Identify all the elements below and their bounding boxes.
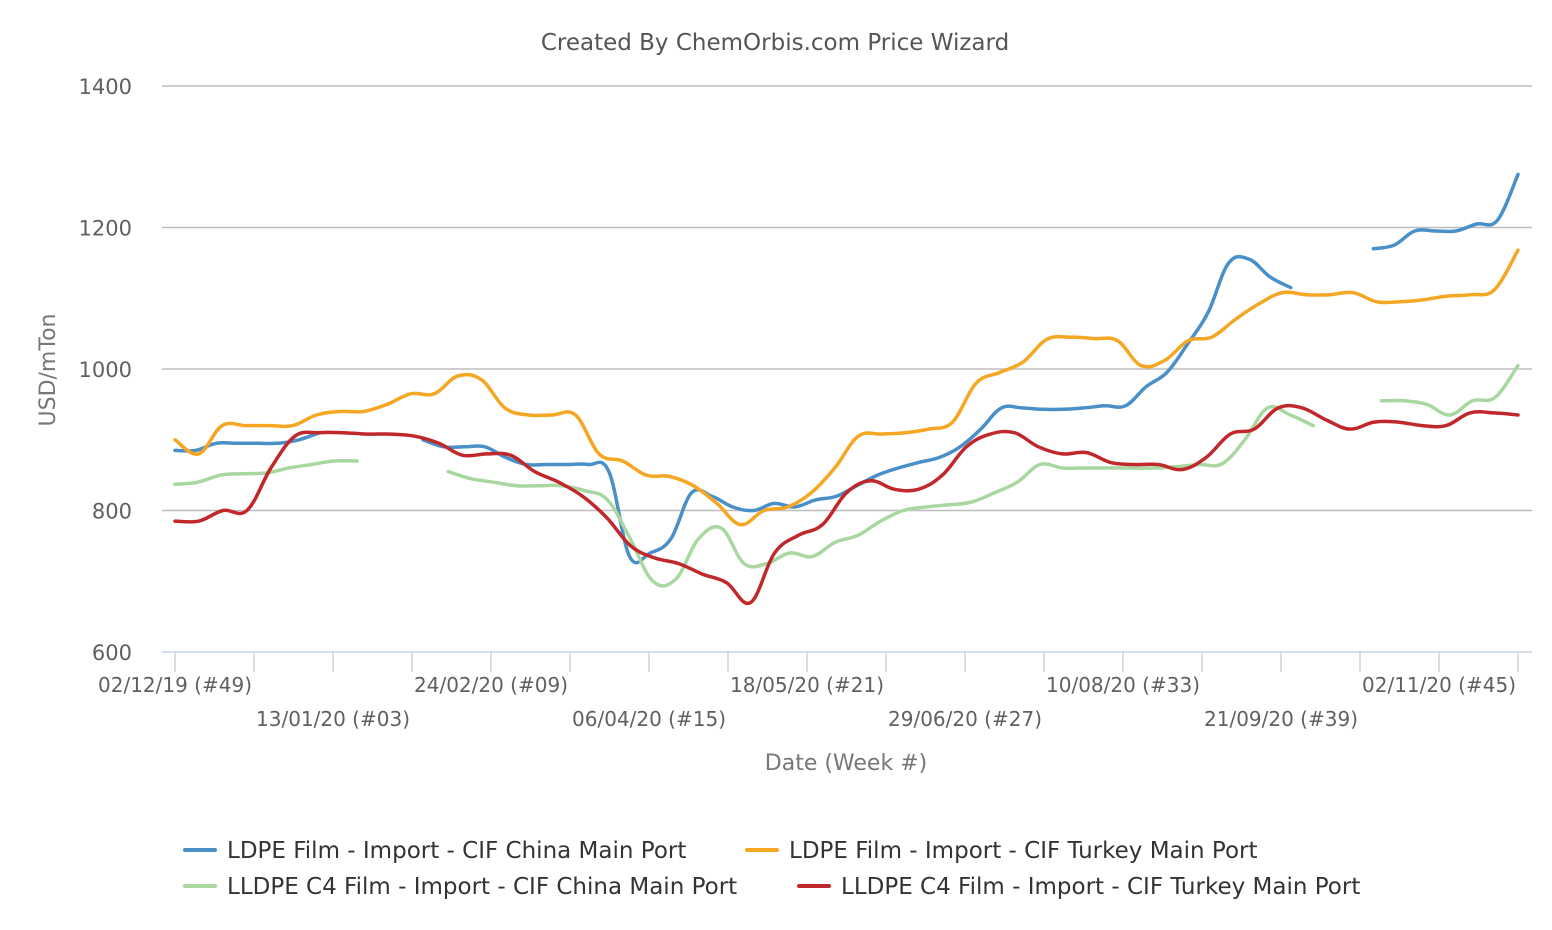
y-tick-label: 1000 [79,358,132,382]
series-line-4 [173,403,1520,606]
y-tick-label: 1400 [79,75,132,99]
legend: LDPE Film - Import - CIF China Main Port… [183,838,1360,900]
series-line-3 [173,458,359,487]
series-line-2 [173,248,1520,527]
x-axis-title: Date (Week #) [765,751,927,776]
x-axis: 02/12/19 (#49)13/01/20 (#03)24/02/20 (#0… [98,652,1519,731]
series-line-1 [1371,172,1520,251]
x-tick-label: 18/05/20 (#21) [730,673,884,697]
x-tick-label: 13/01/20 (#03) [256,707,410,731]
x-tick-label: 02/11/20 (#45) [1362,673,1516,697]
x-tick-label: 06/04/20 (#15) [572,707,726,731]
legend-label: LLDPE C4 Film - Import - CIF Turkey Main… [841,874,1360,900]
gridlines [162,85,1532,512]
x-tick-label: 10/08/20 (#33) [1046,673,1200,697]
legend-label: LDPE Film - Import - CIF Turkey Main Por… [789,838,1258,864]
chart-title: Created By ChemOrbis.com Price Wizard [541,30,1009,56]
series-lines [173,172,1520,606]
y-tick-label: 600 [92,641,132,665]
y-axis-title: USD/mTon [36,314,61,427]
series-line-3 [1379,363,1520,417]
legend-item[interactable]: LDPE Film - Import - CIF China Main Port [183,838,686,864]
legend-item[interactable]: LLDPE C4 Film - Import - CIF Turkey Main… [797,874,1360,900]
series-line-1 [421,254,1293,565]
x-tick-label: 29/06/20 (#27) [888,707,1042,731]
y-tick-label: 1200 [79,217,132,241]
y-axis: 600 800 1000 1200 1400 [79,75,132,665]
legend-item[interactable]: LLDPE C4 Film - Import - CIF China Main … [183,874,737,900]
x-tick-label: 02/12/19 (#49) [98,673,252,697]
x-tick-label: 21/09/20 (#39) [1204,707,1358,731]
legend-label: LDPE Film - Import - CIF China Main Port [227,838,686,864]
series-line-1 [173,430,322,453]
legend-label: LLDPE C4 Film - Import - CIF China Main … [227,874,737,900]
y-tick-label: 800 [92,500,132,524]
x-tick-label: 24/02/20 (#09) [414,673,568,697]
legend-item[interactable]: LDPE Film - Import - CIF Turkey Main Por… [745,838,1258,864]
